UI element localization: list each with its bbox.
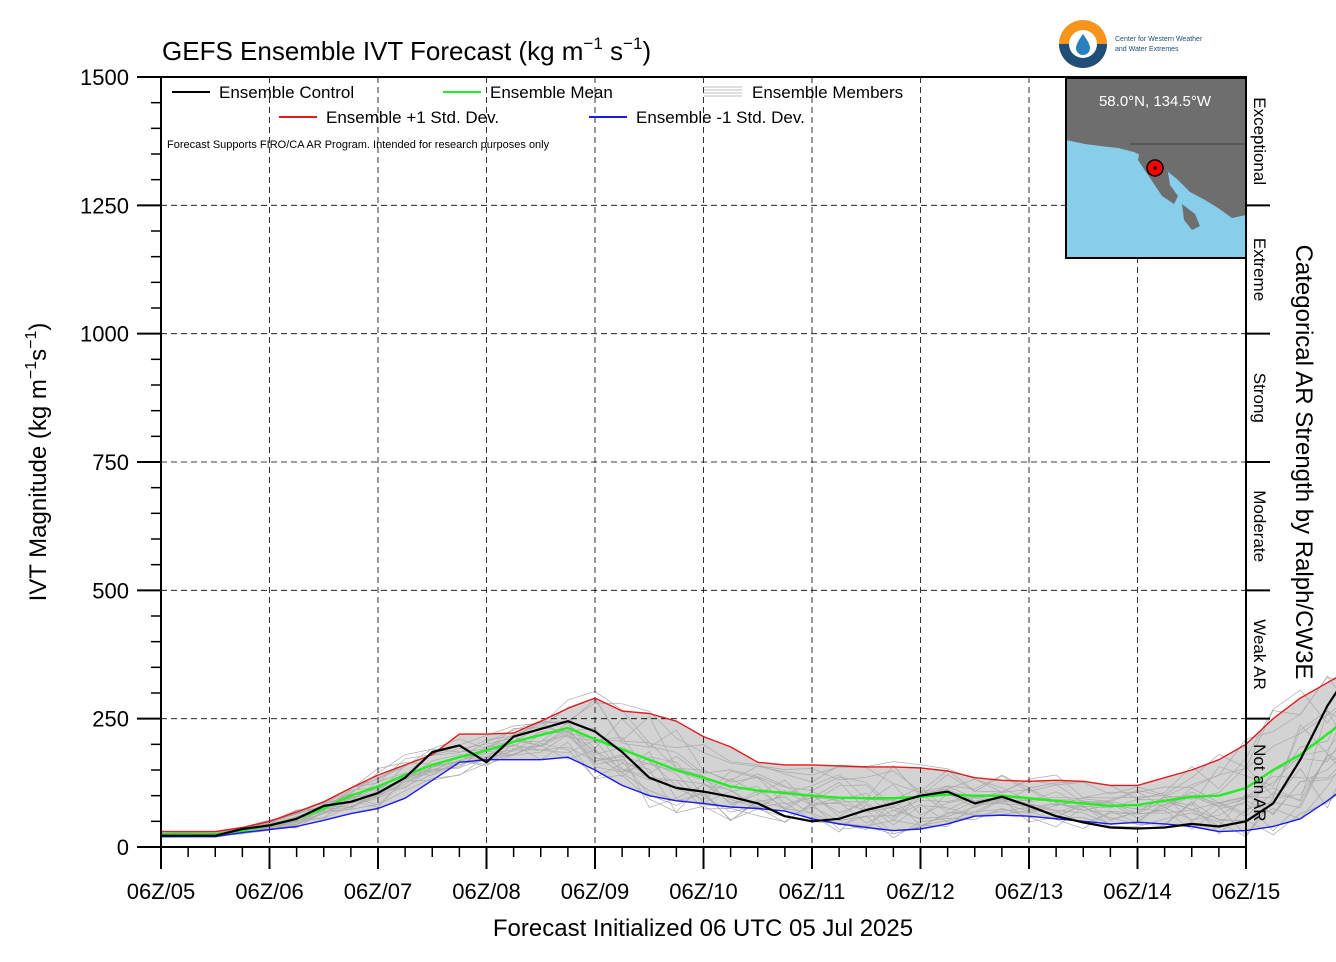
x-tick-label: 06Z/06: [235, 879, 304, 904]
legend-members-swatch: [704, 86, 742, 97]
x-tick-label: 06Z/05: [127, 879, 196, 904]
y-tick-label: 1250: [80, 193, 129, 218]
legend-plus-label: Ensemble +1 Std. Dev.: [326, 108, 499, 127]
x-tick-label: 06Z/07: [344, 879, 413, 904]
logo-line1: Center for Western Weather: [1115, 36, 1203, 43]
y-tick-label: 750: [92, 450, 129, 475]
category-label: Strong: [1250, 373, 1269, 423]
chart-title: GEFS Ensemble IVT Forecast (kg m−1 s−1): [162, 34, 651, 66]
inset-island-south: [1182, 204, 1200, 230]
legend-members-label: Ensemble Members: [752, 83, 903, 102]
category-label: Extreme: [1250, 238, 1269, 301]
legend-mean-label: Ensemble Mean: [490, 83, 613, 102]
category-label: Weak AR: [1250, 619, 1269, 690]
x-tick-label: 06Z/09: [561, 879, 630, 904]
inset-location-label: 58.0°N, 134.5°W: [1099, 93, 1212, 110]
research-note: Forecast Supports FIRO/CA AR Program. In…: [167, 139, 550, 151]
y-tick-label: 500: [92, 578, 129, 603]
x-tick-label: 06Z/11: [779, 879, 846, 904]
y-tick-label: 0: [117, 835, 129, 860]
legend: Ensemble Control Ensemble Mean Ensemble …: [167, 83, 903, 151]
category-label: Not an AR: [1250, 744, 1269, 822]
location-dot: [1153, 166, 1157, 170]
x-axis-title: Forecast Initialized 06 UTC 05 Jul 2025: [493, 915, 913, 942]
x-tick-label: 06Z/14: [1103, 879, 1172, 904]
x-tick-label: 06Z/10: [669, 879, 738, 904]
inset-map: 58.0°N, 134.5°W: [1065, 77, 1247, 259]
x-tick-label: 06Z/08: [452, 879, 521, 904]
y-axis-title: IVT Magnitude (kg m−1s−1): [23, 323, 52, 602]
y-tick-label: 250: [92, 707, 129, 732]
y-tick-label: 1500: [80, 65, 129, 90]
y-tick-label: 1000: [80, 322, 129, 347]
category-label: Moderate: [1250, 490, 1269, 562]
x-tick-label: 06Z/13: [995, 879, 1064, 904]
logo-line2: and Water Extremes: [1115, 46, 1179, 53]
inset-frame: [1065, 77, 1247, 259]
x-tick-label: 06Z/15: [1212, 879, 1281, 904]
legend-control-label: Ensemble Control: [219, 83, 354, 102]
right-axis-title: Categorical AR Strength by Ralph/CW3E: [1290, 245, 1317, 680]
inset-land: [1066, 78, 1246, 218]
legend-minus-label: Ensemble -1 Std. Dev.: [636, 108, 805, 127]
x-tick-label: 06Z/12: [886, 879, 955, 904]
category-label: Exceptional: [1250, 97, 1269, 185]
cw3e-logo: Center for Western Weather and Water Ext…: [1059, 20, 1203, 68]
